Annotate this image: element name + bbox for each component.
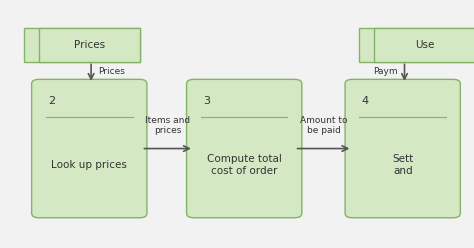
Bar [374,28,474,62]
Text: Sett
and: Sett and [392,155,413,176]
Text: 3: 3 [203,95,210,106]
FancyBboxPatch shape [345,79,460,218]
Bar [359,28,474,62]
Text: Prices: Prices [74,40,105,50]
Text: 4: 4 [361,95,368,106]
Text: Amount to
be paid: Amount to be paid [300,116,347,135]
Bar [25,28,140,62]
Text: Items and
prices: Items and prices [145,116,191,135]
Text: Prices: Prices [98,67,125,76]
FancyBboxPatch shape [32,79,147,218]
Bar [39,28,140,62]
Text: Paym: Paym [373,67,397,76]
FancyBboxPatch shape [187,79,302,218]
Text: Compute total
cost of order: Compute total cost of order [207,155,282,176]
Text: Use: Use [415,40,434,50]
Text: 2: 2 [48,95,55,106]
Text: Look up prices: Look up prices [51,160,127,170]
